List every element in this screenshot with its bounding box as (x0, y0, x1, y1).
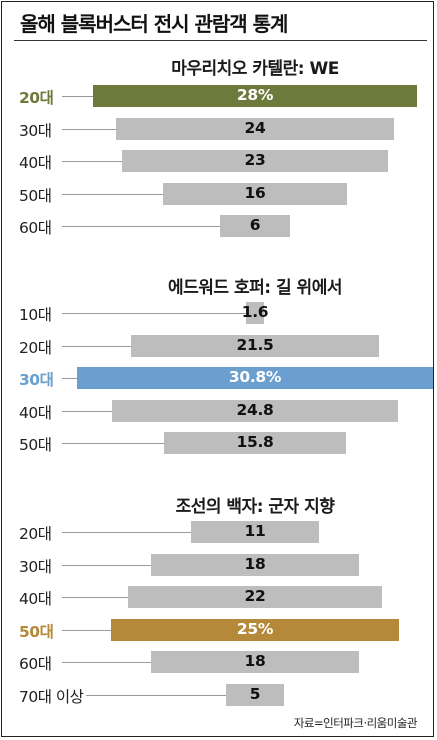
category-label: 10대 (19, 306, 52, 324)
bar-value-label: 30.8% (228, 368, 282, 387)
leader-line (62, 96, 94, 97)
category-label: 40대 (19, 154, 52, 173)
leader-line (62, 226, 221, 228)
bar (163, 432, 347, 455)
main-title: 올해 블록버스터 전시 관람객 통계 (20, 12, 288, 36)
category-label: 20대 (19, 525, 52, 543)
category-label: 20대 (19, 89, 54, 107)
category-label: 60대 (19, 219, 52, 238)
bar (111, 399, 399, 422)
bar-value-label: 21.5 (236, 335, 274, 354)
section-title: 에드워드 호퍼: 길 위에서 (168, 278, 342, 298)
category-label: 50대 (19, 622, 54, 641)
bar-value-label: 24.8 (236, 400, 274, 419)
leader-line (62, 128, 117, 130)
bar (130, 334, 380, 357)
title-divider (14, 40, 427, 41)
category-label: 40대 (19, 403, 52, 422)
bar-value-label: 22 (244, 587, 266, 606)
bar-value-label: 6 (249, 216, 261, 235)
leader-line (86, 695, 227, 696)
bar (226, 684, 284, 706)
bar-value-label: 11 (244, 522, 266, 540)
bar (162, 182, 348, 205)
category-label: 30대 (19, 121, 52, 140)
leader-line (62, 410, 112, 412)
bar (116, 117, 394, 140)
bar-value-label: 23 (244, 151, 266, 170)
bar-value-label: 15.8 (236, 433, 274, 452)
bar (122, 150, 388, 173)
bar (191, 521, 319, 543)
category-label: 30대 (19, 557, 52, 576)
bar-value-label: 1.6 (241, 303, 269, 321)
bar-value-label: 18 (244, 652, 266, 671)
category-label: 50대 (19, 186, 52, 205)
leader-line (62, 193, 163, 195)
category-label: 20대 (19, 338, 52, 357)
leader-line (62, 443, 164, 445)
category-label: 40대 (19, 590, 52, 609)
bar-value-label: 24 (244, 118, 266, 137)
leader-line (62, 532, 192, 533)
bar (245, 302, 265, 324)
leader-line (62, 629, 111, 631)
section-title: 조선의 백자: 군자 지향 (175, 497, 335, 517)
leader-line (62, 564, 152, 566)
leader-line (62, 378, 78, 380)
leader-line (62, 345, 131, 347)
bar-highlight (93, 85, 417, 107)
leader-line (62, 161, 123, 163)
category-label: 70대 이상 (19, 688, 84, 706)
leader-line (62, 662, 152, 664)
bar (151, 553, 359, 576)
bar (127, 586, 383, 609)
source-note: 자료=인터파크·리움미술관 (293, 716, 418, 730)
bar (220, 215, 290, 238)
category-label: 30대 (19, 371, 54, 390)
category-label: 50대 (19, 436, 52, 455)
section-title: 마우리치오 카텔란: WE (171, 59, 339, 79)
bar-value-label: 25% (236, 619, 274, 638)
category-label: 60대 (19, 655, 52, 674)
bar (151, 651, 359, 674)
bar-highlight (77, 367, 433, 390)
leader-line (62, 313, 246, 314)
leader-line (62, 597, 128, 599)
bar-value-label: 18 (244, 554, 266, 573)
bar-highlight (110, 618, 400, 641)
bar-value-label: 28% (236, 86, 274, 104)
bar-value-label: 16 (244, 183, 266, 202)
bar-value-label: 5 (249, 685, 261, 703)
